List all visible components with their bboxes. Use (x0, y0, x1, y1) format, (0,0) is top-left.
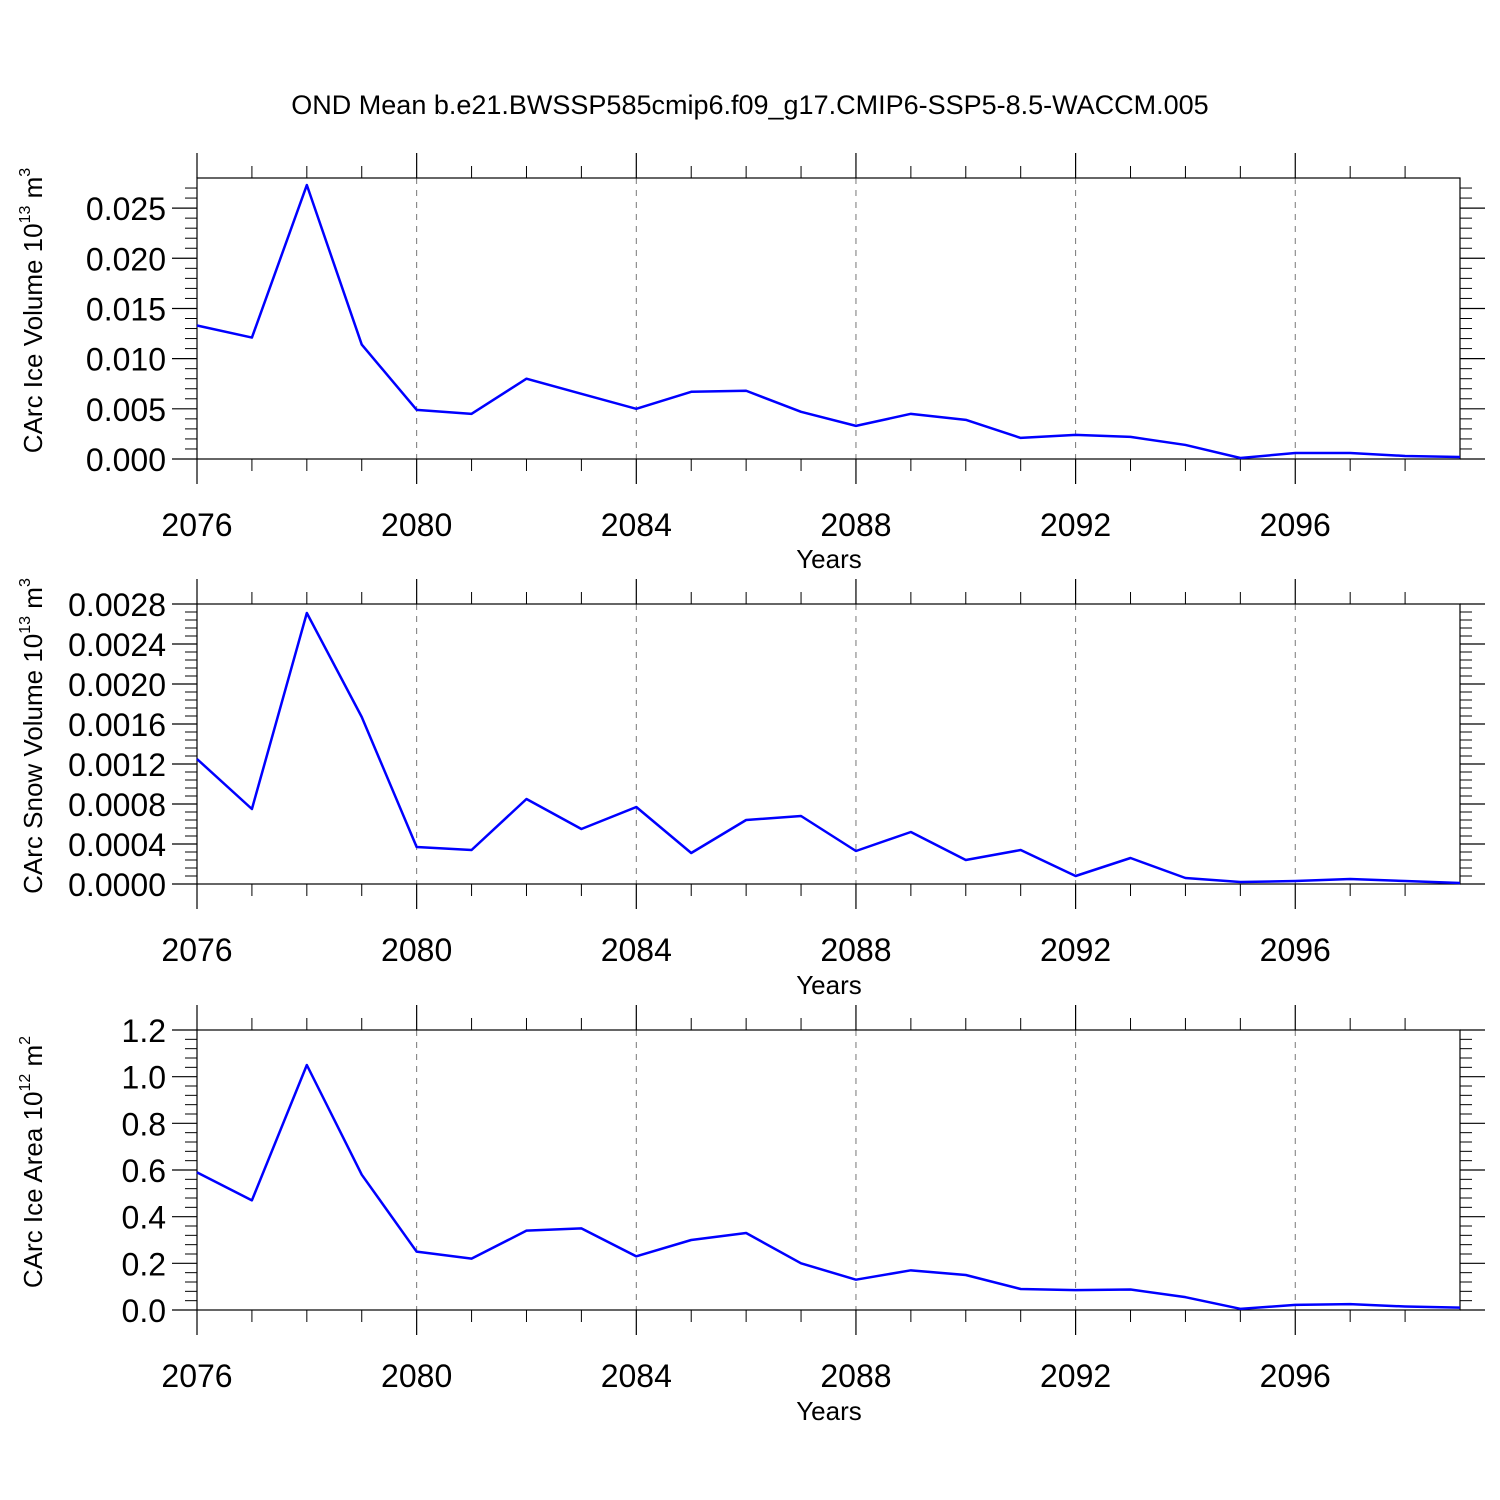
x-axis-label: Years (796, 544, 862, 574)
plot-frame (196, 177, 1461, 460)
x-tick-label: 2080 (381, 507, 452, 543)
y-axis-label: CArc Ice Volume 1013 m3 (17, 168, 48, 453)
y-axis-label-text: m (18, 1045, 48, 1074)
x-tick-label: 2092 (1040, 932, 1111, 968)
series-line (196, 1063, 1461, 1311)
y-tick-label: 0.015 (86, 291, 166, 327)
y-axis-label-superscript: 12 (17, 1074, 34, 1092)
y-axis-label-superscript: 3 (17, 168, 34, 177)
y-axis-label-text: CArc Snow Volume 10 (18, 634, 48, 894)
y-axis-label-text: CArc Ice Area 10 (18, 1092, 48, 1289)
y-axis-label-text: m (18, 177, 48, 206)
y-axis-label: CArc Ice Area 1012 m2 (17, 1036, 48, 1288)
x-tick-label: 2092 (1040, 507, 1111, 543)
plot-frame (196, 1029, 1461, 1311)
x-axis-label: Years (796, 1396, 862, 1426)
y-axis-label-text: CArc Ice Volume 10 (18, 223, 48, 453)
x-tick-label: 2080 (381, 932, 452, 968)
x-axis-label: Years (796, 970, 862, 1000)
y-tick-label: 0.4 (122, 1200, 166, 1236)
panel-1: 2076 2080 2084 2088 2092 2096 0.000 0.005 0.010 0… (17, 153, 1485, 574)
x-tick-label: 2084 (601, 1358, 672, 1394)
x-tick-label: 2084 (601, 507, 672, 543)
y-tick-label: 0.2 (122, 1246, 166, 1282)
x-tick-label: 2076 (161, 507, 232, 543)
y-tick-label: 0.000 (86, 442, 166, 478)
x-tick-label: 2084 (601, 932, 672, 968)
y-tick-label: 0.0016 (68, 707, 166, 743)
y-tick-label: 0.005 (86, 392, 166, 428)
y-tick-label: 0.0024 (68, 627, 166, 663)
panel-3: 2076 2080 2084 2088 2092 2096 0.0 0.2 0.4 0.6 0.8 1… (17, 1005, 1485, 1426)
x-tick-label: 2088 (820, 507, 891, 543)
plot-frame (196, 603, 1461, 885)
y-axis-label-text: m (18, 587, 48, 616)
y-tick-label: 0.020 (86, 241, 166, 277)
chart-title: OND Mean b.e21.BWSSP585cmip6.f09_g17.CMI… (291, 90, 1208, 120)
x-tick-label: 2076 (161, 932, 232, 968)
y-axis-label-superscript: 3 (17, 578, 34, 587)
y-tick-label: 0.010 (86, 342, 166, 378)
y-axis-label-superscript: 13 (17, 616, 34, 634)
x-tick-label: 2096 (1260, 932, 1331, 968)
panel-2: 2076 2080 2084 2088 2092 2096 0.0000 0.0004 0.00… (17, 578, 1485, 1000)
y-axis-label-superscript: 13 (17, 206, 34, 224)
y-tick-label: 0.0028 (68, 587, 166, 623)
y-tick-label: 0.0020 (68, 667, 166, 703)
x-tick-label: 2092 (1040, 1358, 1111, 1394)
series-line (196, 183, 1461, 460)
x-tick-label: 2088 (820, 1358, 891, 1394)
y-tick-label: 0.025 (86, 191, 166, 227)
y-tick-label: 1.2 (122, 1013, 166, 1049)
y-axis-label-superscript: 2 (17, 1036, 34, 1045)
y-tick-label: 0.0 (122, 1293, 166, 1329)
y-tick-label: 1.0 (122, 1060, 166, 1096)
y-axis-label: CArc Snow Volume 1013 m3 (17, 578, 48, 894)
y-tick-label: 0.6 (122, 1153, 166, 1189)
x-tick-label: 2096 (1260, 507, 1331, 543)
y-tick-label: 0.0012 (68, 747, 166, 783)
y-tick-label: 0.0008 (68, 787, 166, 823)
x-tick-label: 2096 (1260, 1358, 1331, 1394)
y-tick-label: 0.0000 (68, 867, 166, 903)
y-tick-label: 0.8 (122, 1106, 166, 1142)
y-tick-label: 0.0004 (68, 827, 166, 863)
x-tick-label: 2080 (381, 1358, 452, 1394)
x-tick-label: 2088 (820, 932, 891, 968)
x-tick-label: 2076 (161, 1358, 232, 1394)
series-line (196, 611, 1461, 885)
